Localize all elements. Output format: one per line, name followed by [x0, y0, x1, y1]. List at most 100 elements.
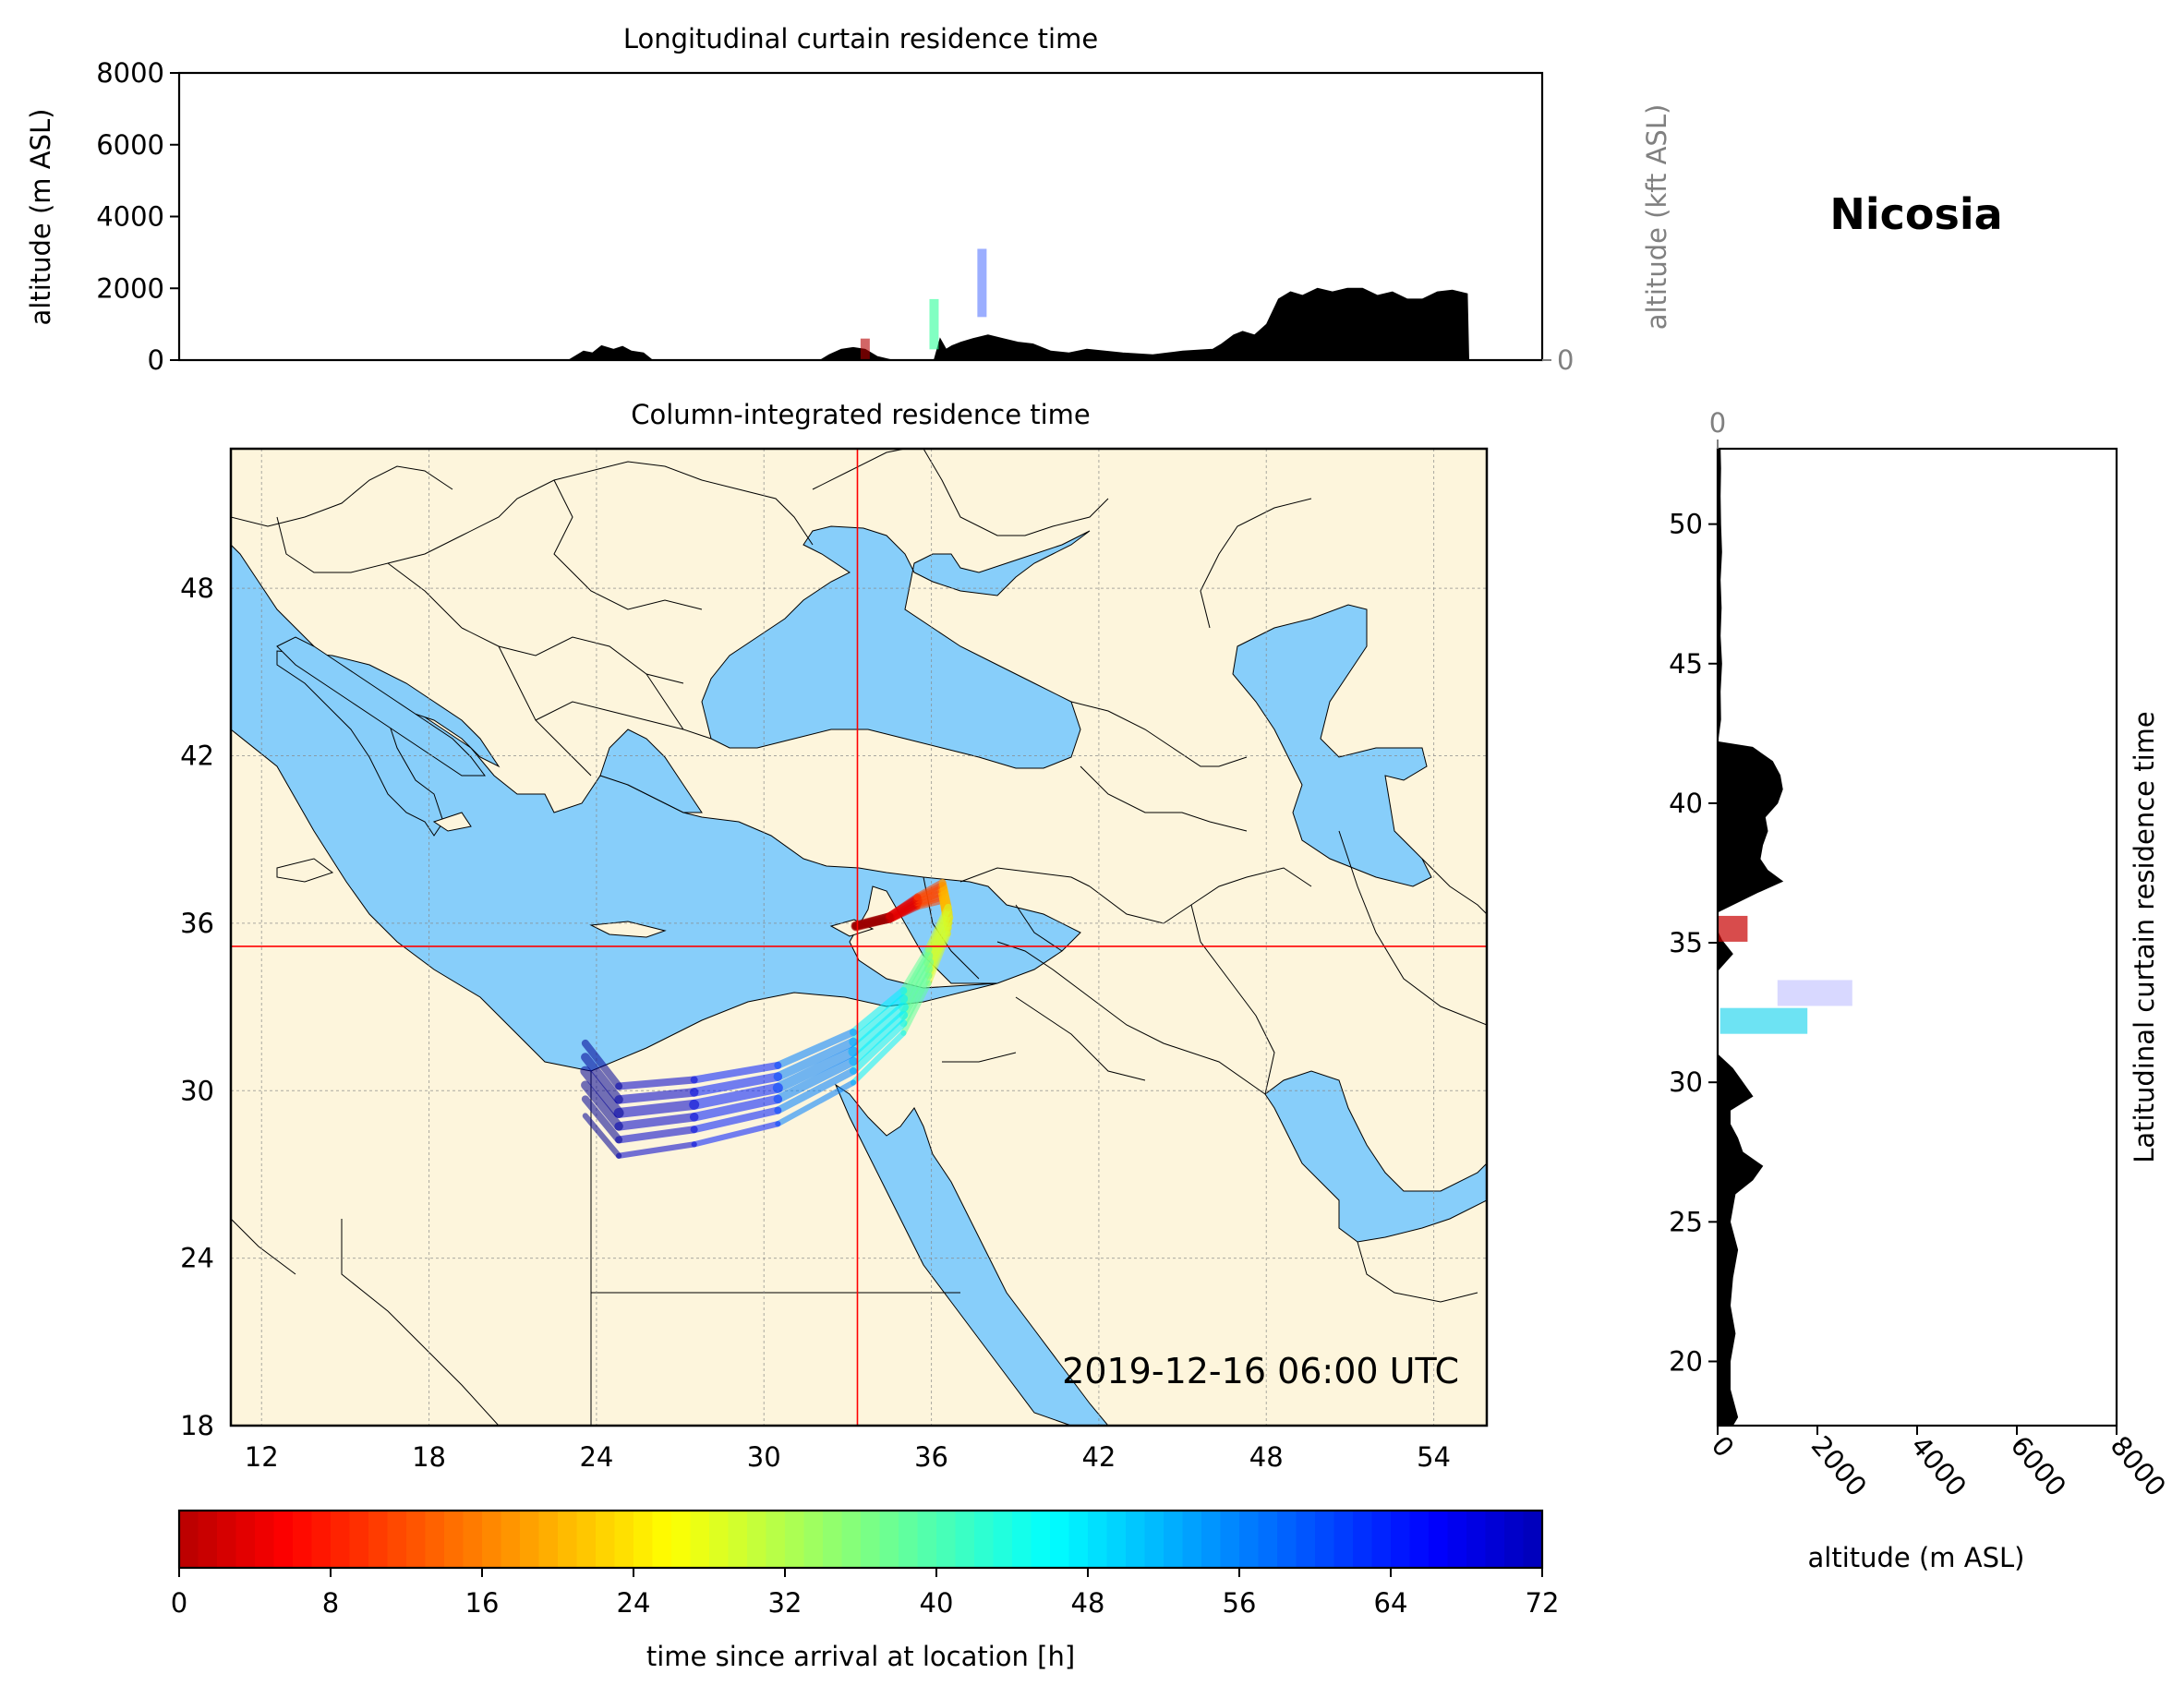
right-xtick-label: 6000	[2005, 1430, 2072, 1502]
trajectory-segment	[773, 1056, 858, 1104]
top-terrain-profile	[179, 287, 1542, 360]
colorbar-cell	[1164, 1511, 1184, 1568]
trajectory-segment	[580, 1066, 624, 1118]
colorbar-cell	[936, 1511, 957, 1568]
location-crosshair	[231, 449, 1487, 1426]
trajectory-segment	[614, 1088, 699, 1104]
country-borders	[231, 449, 1487, 1426]
aegean-sea	[599, 729, 703, 813]
colorbar-cell	[1296, 1511, 1316, 1568]
trajectory-segment	[581, 1080, 623, 1131]
map-ytick-label: 48	[180, 572, 214, 604]
colorbar-cell	[520, 1511, 540, 1568]
persian-gulf	[1264, 1070, 1487, 1243]
map-xtick-label: 18	[412, 1441, 446, 1473]
top-trajectory-curtain	[860, 248, 987, 360]
map-xtick-label: 24	[579, 1441, 613, 1473]
colorbar-cell	[1315, 1511, 1335, 1568]
colorbar-cell	[538, 1511, 559, 1568]
trajectory-segment	[849, 1010, 909, 1066]
colorbar-tick-label: 56	[1223, 1587, 1257, 1619]
top-ytick-label: 2000	[96, 272, 164, 304]
right-x2tick-label: 0	[1709, 407, 1726, 439]
right-ytick-label: 50	[1669, 509, 1703, 540]
right-ytick-label: 30	[1669, 1066, 1703, 1098]
longitudinal-curtain-panel: Longitudinal curtain residence time 0 200…	[25, 23, 1672, 376]
colorbar-gradient	[179, 1511, 1543, 1568]
colorbar-cell	[728, 1511, 748, 1568]
colorbar-cell	[841, 1511, 862, 1568]
colorbar-cell	[1504, 1511, 1525, 1568]
colorbar-cell	[1466, 1511, 1487, 1568]
colorbar-cell	[1012, 1511, 1032, 1568]
colorbar-cell	[235, 1511, 256, 1568]
trajectory-segment	[772, 1046, 859, 1093]
right-xtick-label: 4000	[1905, 1430, 1973, 1502]
right-trajectory-curtain	[1718, 915, 1852, 1034]
colorbar-cell	[1485, 1511, 1505, 1568]
colorbar-cell	[709, 1511, 730, 1568]
map-gridlines	[231, 449, 1487, 1426]
trajectory-segment	[614, 1113, 699, 1131]
colorbar-cell	[576, 1511, 597, 1568]
top-y2tick-label: 0	[1557, 344, 1574, 376]
colorbar-tick-label: 72	[1526, 1587, 1560, 1619]
trajectory-segment	[774, 1066, 857, 1114]
map-xtick-label: 30	[747, 1441, 781, 1473]
colorbar-cell	[1523, 1511, 1543, 1568]
colorbar-cell	[1429, 1511, 1449, 1568]
location-title: Nicosia	[1829, 189, 2002, 239]
trajectory-segment	[582, 1113, 622, 1159]
colorbar-cell	[1333, 1511, 1354, 1568]
trajectory-segment	[581, 1053, 623, 1104]
colorbar-cell	[1106, 1511, 1127, 1568]
colorbar-cell	[747, 1511, 767, 1568]
colorbar-cell	[955, 1511, 975, 1568]
colorbar-cell	[690, 1511, 710, 1568]
colorbar-cell	[596, 1511, 616, 1568]
map-xtick-label: 42	[1081, 1441, 1116, 1473]
map-x-ticks: 12 18 24 30 36 42 48 54	[245, 1441, 1451, 1473]
trajectory-segment	[615, 1126, 698, 1144]
top-trajectory-column	[860, 338, 870, 360]
trajectory-segment	[689, 1082, 783, 1110]
right-xtick-label: 2000	[1805, 1430, 1873, 1502]
map-panel: Column-integrated residence time	[180, 399, 1489, 1473]
colorbar-cell	[501, 1511, 521, 1568]
trajectory-segment	[900, 980, 932, 1036]
italy-adriatic	[276, 650, 501, 837]
colorbar-cell	[614, 1511, 634, 1568]
trajectory-segment	[689, 1094, 783, 1122]
right-trajectory-band	[1719, 1007, 1808, 1034]
map-ytick-label: 18	[180, 1410, 214, 1441]
right-xtick-label: 0	[1706, 1430, 1741, 1463]
colorbar-cell	[671, 1511, 692, 1568]
trajectory-segment	[848, 1002, 909, 1057]
colorbar-cell	[425, 1511, 445, 1568]
red-sea	[834, 1083, 1109, 1426]
trajectory-segment	[913, 879, 947, 901]
colorbar-cell	[558, 1511, 578, 1568]
map-panel-title: Column-integrated residence time	[631, 399, 1091, 430]
colorbar-tick-label: 64	[1374, 1587, 1408, 1619]
right-ytick-label: 35	[1669, 927, 1703, 958]
trajectory-segment	[849, 986, 908, 1036]
colorbar-cell	[652, 1511, 672, 1568]
map-frame	[229, 447, 1489, 1427]
colorbar-tick-label: 16	[465, 1587, 500, 1619]
colorbar-cell	[1447, 1511, 1467, 1568]
right-trajectory-band	[1777, 980, 1852, 1006]
top-trajectory-column	[977, 248, 987, 318]
colorbar-cell	[1182, 1511, 1202, 1568]
colorbar-tick-label: 40	[920, 1587, 954, 1619]
trajectory-segment	[613, 1099, 700, 1118]
colorbar-cell	[785, 1511, 805, 1568]
top-panel-title: Longitudinal curtain residence time	[623, 23, 1098, 54]
colorbar-cell	[1050, 1511, 1070, 1568]
colorbar-label: time since arrival at location [h]	[646, 1641, 1075, 1672]
trajectory-segment	[849, 994, 909, 1047]
right-panel-y-ticks: 20 25 30 35 40 45 50	[1669, 509, 1718, 1377]
colorbar-cell	[463, 1511, 483, 1568]
trajectory-segment	[938, 879, 952, 911]
